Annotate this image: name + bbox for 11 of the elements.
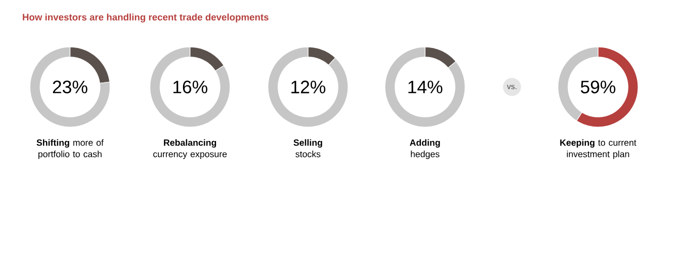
- text: Adding hedges: [410, 139, 440, 160]
- text: 16%: [173, 80, 208, 94]
- text: 14%: [408, 80, 442, 94]
- text: 59%: [580, 80, 616, 94]
- text: Keeping to current investment plan: [560, 139, 636, 160]
- text: 23%: [52, 80, 88, 94]
- text: 12%: [291, 80, 326, 94]
- text: Shifting more of portfolio to cash: [36, 139, 104, 160]
- text: Rebalancing currency exposure: [153, 139, 227, 160]
- text: How investors are handling recent trade developments: [22, 14, 268, 22]
- text: Selling stocks: [294, 139, 322, 158]
